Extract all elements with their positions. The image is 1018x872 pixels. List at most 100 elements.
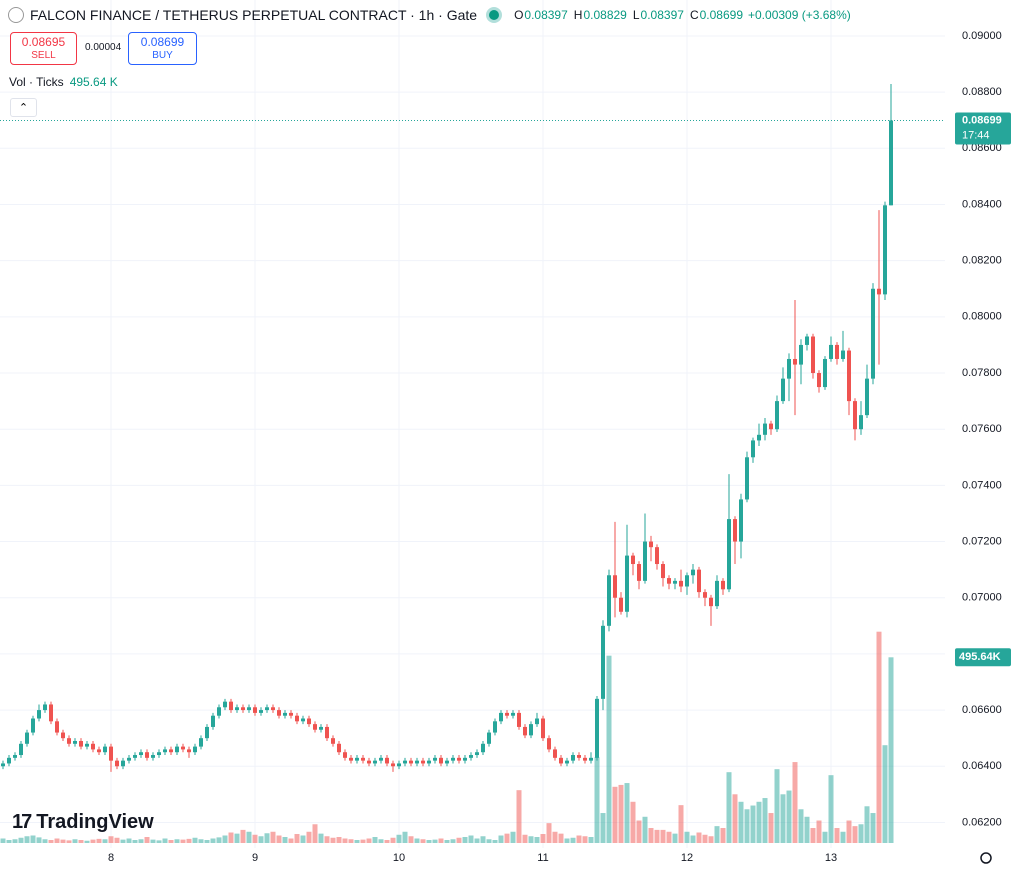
volume-bar bbox=[18, 837, 24, 843]
header: FALCON FINANCE / TETHERUS PERPETUAL CONT… bbox=[8, 7, 851, 23]
candle-body bbox=[283, 712, 287, 716]
ohlc-key: L bbox=[632, 8, 640, 22]
candle-body bbox=[103, 746, 107, 753]
candle-body bbox=[763, 423, 767, 435]
buy-label: BUY bbox=[152, 50, 173, 61]
buy-price: 0.08699 bbox=[140, 35, 185, 49]
x-tick-label: 10 bbox=[393, 852, 405, 864]
candle-body bbox=[601, 625, 605, 699]
candle-body bbox=[463, 757, 467, 761]
volume-bar bbox=[654, 829, 660, 843]
y-tick-label: 0.06200 bbox=[962, 816, 1002, 828]
candle-body bbox=[775, 401, 779, 430]
volume-bar bbox=[228, 832, 234, 843]
volume-bar bbox=[690, 835, 696, 843]
candle-body bbox=[307, 718, 311, 725]
candle-body bbox=[499, 712, 503, 722]
candle-body bbox=[49, 704, 53, 722]
volume-bar bbox=[252, 834, 258, 843]
candle-body bbox=[811, 336, 815, 374]
sell-button[interactable]: 0.08695 SELL bbox=[10, 32, 77, 65]
candle-body bbox=[109, 746, 113, 761]
volume-bar bbox=[780, 794, 786, 843]
candle-body bbox=[781, 378, 785, 402]
candle-body bbox=[253, 707, 257, 713]
candle-body bbox=[571, 755, 575, 761]
candle-body bbox=[265, 707, 269, 711]
candle-body bbox=[757, 434, 761, 441]
volume-bar bbox=[570, 837, 576, 843]
candle-body bbox=[595, 698, 599, 758]
volume-bar bbox=[258, 836, 264, 843]
ohlc-value: 0.08699 bbox=[699, 8, 743, 22]
candle-body bbox=[691, 569, 695, 576]
volume-bar bbox=[672, 833, 678, 843]
candle-body bbox=[433, 757, 437, 761]
candle-body bbox=[481, 743, 485, 753]
volume-bar bbox=[12, 839, 18, 843]
candle-body bbox=[79, 740, 83, 747]
candle-body bbox=[661, 564, 665, 579]
candle-body bbox=[37, 710, 41, 719]
volume-bar bbox=[504, 833, 510, 843]
candle-body bbox=[223, 701, 227, 708]
last-volume-label: 495.64K bbox=[959, 651, 1001, 663]
volume-bar bbox=[594, 757, 600, 843]
collapse-button[interactable]: ⌃ bbox=[10, 98, 37, 117]
volume-bar bbox=[210, 838, 216, 843]
volume-bar bbox=[108, 836, 114, 843]
volume-bar bbox=[756, 801, 762, 843]
volume-bar bbox=[90, 839, 96, 843]
candle-body bbox=[805, 336, 809, 345]
volume-bar bbox=[618, 784, 624, 843]
volume-bar bbox=[330, 837, 336, 843]
candle-body bbox=[379, 757, 383, 761]
candle-body bbox=[469, 755, 473, 758]
volume-value: 495.64 K bbox=[69, 75, 118, 89]
candle-body bbox=[883, 205, 887, 295]
volume-bar bbox=[498, 835, 504, 843]
candle-body bbox=[31, 718, 35, 733]
candle-body bbox=[829, 344, 833, 359]
volume-bar bbox=[606, 655, 612, 843]
volume-bar bbox=[726, 772, 732, 843]
volume-bar bbox=[522, 834, 528, 843]
volume-bar bbox=[576, 835, 582, 843]
candle-body bbox=[259, 710, 263, 713]
candle-body bbox=[151, 755, 155, 758]
volume-bar bbox=[324, 836, 330, 843]
sell-label: SELL bbox=[31, 50, 56, 61]
candle-body bbox=[523, 726, 527, 736]
volume-bar bbox=[396, 834, 402, 843]
candle-body bbox=[133, 755, 137, 758]
volume-bar bbox=[318, 833, 324, 843]
y-tick-label: 0.07800 bbox=[962, 367, 1002, 379]
volume-bar bbox=[474, 838, 480, 843]
symbol-title[interactable]: FALCON FINANCE / TETHERUS PERPETUAL CONT… bbox=[30, 7, 478, 23]
volume-bar bbox=[288, 838, 294, 843]
volume-bar bbox=[24, 836, 30, 843]
buy-button[interactable]: 0.08699 BUY bbox=[128, 32, 197, 65]
settings-icon[interactable] bbox=[980, 852, 992, 864]
candle-body bbox=[703, 592, 707, 598]
last-price-tag bbox=[955, 112, 1011, 145]
volume-bar bbox=[828, 775, 834, 843]
y-tick-label: 0.08600 bbox=[962, 142, 1002, 154]
candle-body bbox=[199, 738, 203, 747]
volume-bar bbox=[582, 836, 588, 843]
candle-body bbox=[715, 580, 719, 607]
volume-bar bbox=[486, 839, 492, 843]
candle-body bbox=[1, 763, 5, 767]
volume-bar bbox=[480, 836, 486, 843]
volume-bar bbox=[354, 840, 360, 843]
candle-body bbox=[727, 519, 731, 590]
volume-bar bbox=[456, 837, 462, 843]
volume-bar bbox=[534, 837, 540, 843]
candle-body bbox=[355, 757, 359, 761]
candle-body bbox=[511, 712, 515, 716]
volume-bar bbox=[588, 837, 594, 843]
volume-bar bbox=[102, 839, 108, 843]
y-tick-label: 0.08800 bbox=[962, 86, 1002, 98]
candle-body bbox=[859, 415, 863, 430]
